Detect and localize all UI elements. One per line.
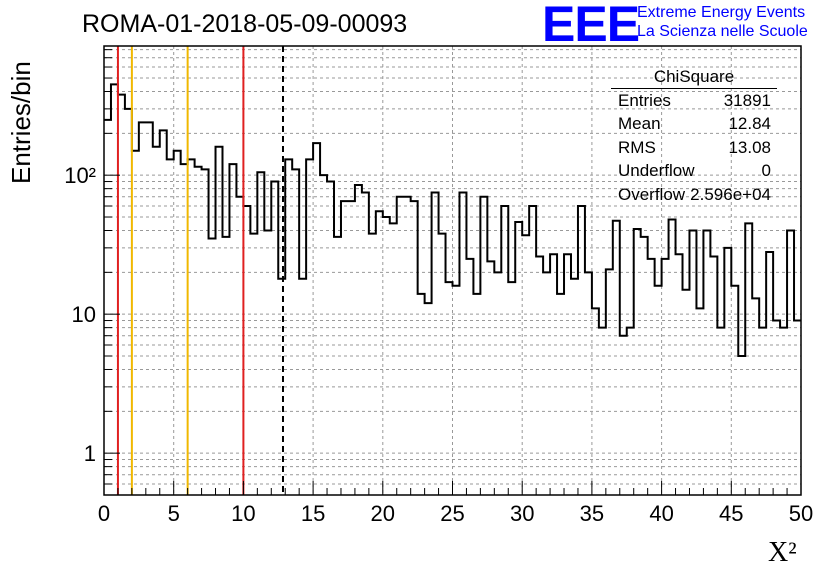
chart-title: ROMA-01-2018-05-09-00093 <box>82 10 408 38</box>
grid <box>104 46 801 496</box>
stats-title: ChiSquare <box>611 67 777 89</box>
x-tick-label: 25 <box>440 501 464 526</box>
x-tick-label: 20 <box>371 501 395 526</box>
y-tick-label: 1 <box>84 441 96 466</box>
brand-line-1: Extreme Energy Events <box>637 4 806 21</box>
histogram-outline <box>104 83 801 358</box>
x-tick-label: 0 <box>98 501 110 526</box>
stats-row-underflow: Underflow 0 <box>611 159 777 182</box>
stats-value: 12.84 <box>728 114 771 134</box>
x-tick-label: 45 <box>719 501 743 526</box>
stats-label: Mean <box>618 114 661 134</box>
stats-row-rms: RMS 13.08 <box>611 136 777 159</box>
stats-box: ChiSquare Entries 31891 Mean 12.84 RMS 1… <box>611 67 777 206</box>
y-tick-label: 10 <box>72 302 96 327</box>
x-tick-label: 35 <box>580 501 604 526</box>
axis-ticks <box>103 49 802 496</box>
stats-value: 13.08 <box>728 137 771 157</box>
stats-value: 31891 <box>723 91 771 110</box>
stats-value: 2.596e+04 <box>690 184 771 204</box>
stats-row-entries: Entries 31891 <box>611 89 777 112</box>
x-tick-label: 30 <box>510 501 534 526</box>
y-axis-label: Entries/bin <box>6 61 36 184</box>
eee-logo: EEE <box>542 0 640 52</box>
reference-lines <box>116 46 284 495</box>
brand-text: Extreme Energy Events La Scienza nelle S… <box>637 3 808 41</box>
x-tick-label: 10 <box>231 501 255 526</box>
x-tick-label: 15 <box>301 501 325 526</box>
tick-labels: 0 5 10 15 20 25 30 35 40 45 50 1 10 10² <box>64 163 813 526</box>
x-tick-label: 40 <box>649 501 673 526</box>
stats-label: Underflow <box>618 161 695 181</box>
stats-label: Entries <box>618 91 671 110</box>
stats-label: Overflow <box>618 184 686 204</box>
stats-value: 0 <box>761 161 771 181</box>
x-tick-label: 5 <box>168 501 180 526</box>
x-tick-label: 50 <box>789 501 813 526</box>
brand-line-2: La Scienza nelle Scuole <box>637 23 808 40</box>
stats-row-overflow: Overflow 2.596e+04 <box>611 183 777 206</box>
stats-label: RMS <box>618 137 656 157</box>
stats-row-mean: Mean 12.84 <box>611 112 777 135</box>
y-tick-label: 10² <box>64 163 96 188</box>
histogram-series <box>104 83 801 358</box>
x-axis-label: X² <box>768 537 797 568</box>
